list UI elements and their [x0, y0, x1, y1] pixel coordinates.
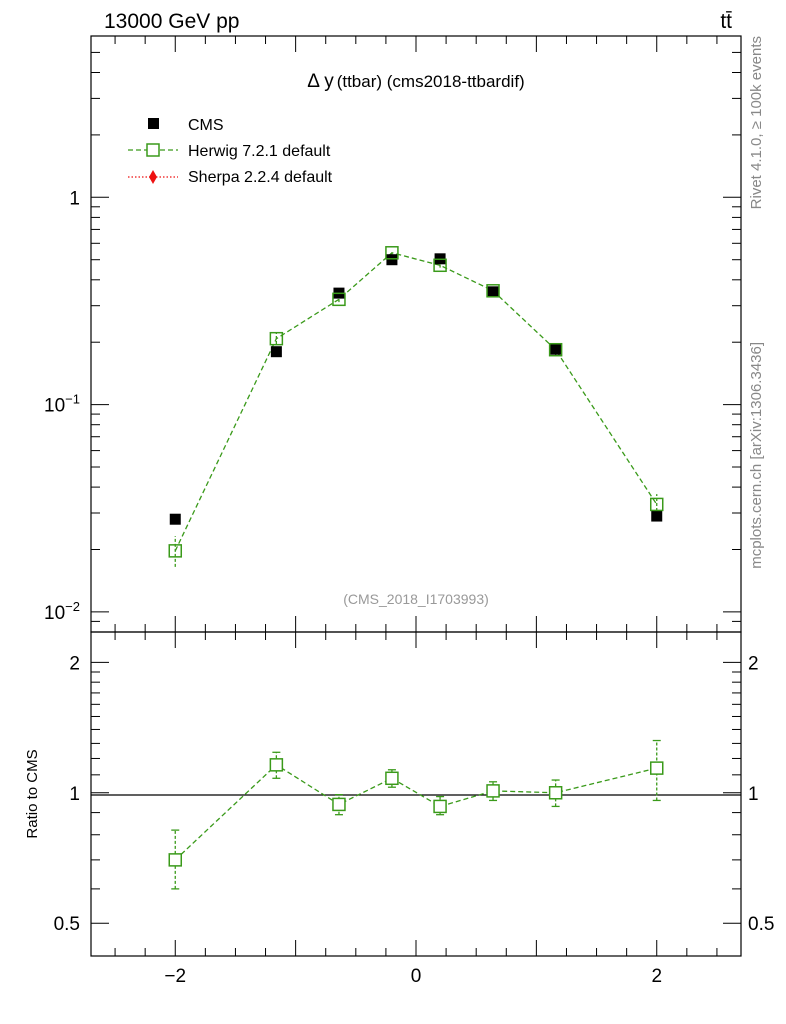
main-y-tick-label: 10−1	[44, 392, 80, 417]
ratio-y-tick-label-right: 2	[748, 653, 759, 674]
herwig-ratio-point	[649, 761, 664, 775]
herwig-point	[385, 246, 399, 260]
legend-label-herwig: Herwig 7.2.1 default	[188, 143, 331, 160]
tick-label-exponent: −1	[65, 392, 80, 407]
main-y-tick-label: 1	[69, 188, 80, 209]
herwig-ratio-point	[269, 758, 284, 772]
cms-point	[169, 513, 181, 525]
herwig-ratio-point	[433, 799, 447, 814]
watermark: (CMS_2018_I1703993)	[343, 591, 489, 607]
ratio-y-tick-label-left: 2	[69, 653, 80, 674]
ratio-x-tick-label: 2	[651, 966, 662, 987]
ratio-x-tick-label: −2	[164, 966, 186, 987]
herwig-point	[433, 258, 447, 273]
herwig-point	[548, 342, 563, 357]
ratio-y-tick-label-left: 1	[69, 784, 80, 805]
ratio-panel-frame	[90, 631, 742, 957]
tick-label-base: 10	[44, 603, 65, 624]
legend-marker-herwig	[146, 143, 160, 157]
header-left: 13000 GeV pp	[104, 10, 239, 33]
herwig-ratio-point	[548, 786, 563, 800]
herwig-ratio-point	[385, 771, 399, 786]
header-right: tt̄	[720, 10, 732, 33]
tick-label-base: 10	[44, 396, 65, 417]
ratio-x-tick-label: 0	[411, 966, 422, 987]
legend-label-cms: CMS	[188, 117, 224, 134]
main-y-tick-label: 10−2	[44, 599, 80, 624]
ratio-ylabel: Ratio to CMS	[24, 749, 41, 838]
cms-point	[270, 346, 282, 358]
cms-point	[651, 510, 663, 522]
cms-point	[550, 343, 562, 355]
herwig-point	[332, 292, 346, 307]
main-title-delta: Δ y	[307, 71, 334, 92]
herwig-ratio-point	[332, 797, 346, 812]
herwig-ratio-point	[486, 784, 500, 798]
main-title-rest: (ttbar) (cms2018-ttbardif)	[337, 72, 525, 91]
side-text-top: Rivet 4.1.0, ≥ 100k events	[748, 36, 765, 209]
legend-marker-cms	[148, 118, 159, 129]
cms-point	[386, 254, 398, 266]
main-title: Δ y (ttbar) (cms2018-ttbardif)	[307, 71, 524, 92]
herwig-ratio-point	[168, 853, 183, 867]
tick-label-exponent: −2	[65, 599, 80, 614]
legend-label-sherpa: Sherpa 2.2.4 default	[188, 169, 333, 186]
cms-point	[487, 286, 499, 298]
herwig-point	[649, 497, 664, 512]
side-text-bottom: mcplots.cern.ch [arXiv:1306.3436]	[748, 342, 765, 569]
herwig-point	[168, 544, 183, 558]
ratio-y-tick-label-right: 0.5	[748, 914, 774, 935]
ratio-y-tick-label-right: 1	[748, 784, 759, 805]
legend: CMS Herwig 7.2.1 default Sherpa 2.2.4 de…	[128, 117, 333, 186]
herwig-point	[269, 331, 284, 346]
herwig-line	[174, 252, 658, 552]
herwig-ratio-line	[174, 764, 657, 861]
legend-marker-sherpa	[149, 170, 157, 184]
ratio-y-tick-label-left: 0.5	[54, 914, 80, 935]
herwig-point	[486, 284, 500, 298]
dynamic-marks: 110−110−2−2 0 22 21 10.5 0.5	[44, 35, 774, 987]
